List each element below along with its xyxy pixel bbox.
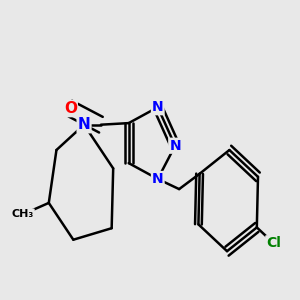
Text: CH₃: CH₃ bbox=[12, 209, 34, 219]
Text: O: O bbox=[64, 101, 77, 116]
Text: Cl: Cl bbox=[266, 236, 281, 250]
Text: N: N bbox=[152, 172, 164, 186]
Text: N: N bbox=[169, 139, 181, 153]
Text: N: N bbox=[152, 100, 164, 114]
Text: N: N bbox=[78, 117, 90, 132]
